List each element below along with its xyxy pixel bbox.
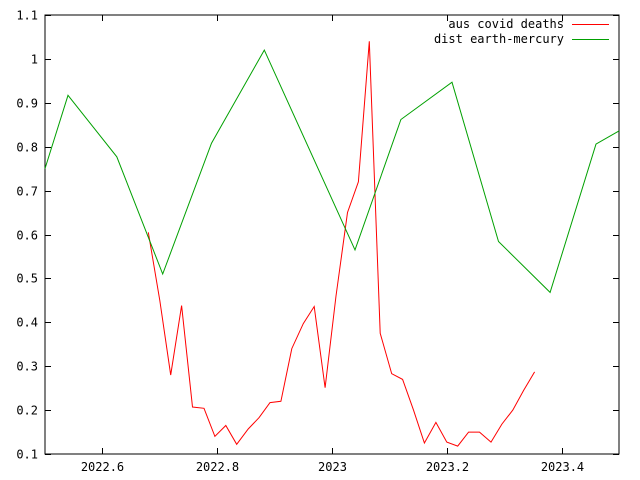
x-tick-label: 2023.2	[426, 460, 469, 474]
y-tick-label: 1	[31, 53, 38, 67]
y-tick-label: 0.2	[16, 404, 38, 418]
y-tick-label: 0.1	[16, 448, 38, 462]
x-axis: 2022.6 2022.8 2023 2023.2 2023.4	[81, 15, 584, 474]
y-axis: 0.1 0.2 0.3 0.4 0.5 0.6 0.7 0.8 0.9 1 1.1	[16, 9, 619, 462]
y-tick-label: 0.7	[16, 185, 38, 199]
legend-label: aus covid deaths	[448, 17, 564, 31]
y-tick-label: 1.1	[16, 9, 38, 23]
y-tick-label: 0.4	[16, 316, 38, 330]
y-tick-label: 0.8	[16, 141, 38, 155]
series-line-aus-covid-deaths	[147, 41, 536, 447]
y-tick-label: 0.5	[16, 272, 38, 286]
y-tick-label: 0.6	[16, 229, 38, 243]
series-line-dist-earth-mercury	[44, 48, 620, 294]
y-tick-label: 0.3	[16, 360, 38, 374]
plot-frame	[44, 14, 620, 455]
x-tick-label: 2023	[318, 460, 347, 474]
x-tick-label: 2023.4	[541, 460, 584, 474]
x-tick-label: 2022.6	[81, 460, 124, 474]
series-layer	[44, 41, 620, 447]
plot-border	[44, 14, 620, 455]
y-tick-label: 0.9	[16, 97, 38, 111]
legend-label: dist earth-mercury	[434, 32, 564, 46]
x-tick-label: 2022.8	[196, 460, 239, 474]
